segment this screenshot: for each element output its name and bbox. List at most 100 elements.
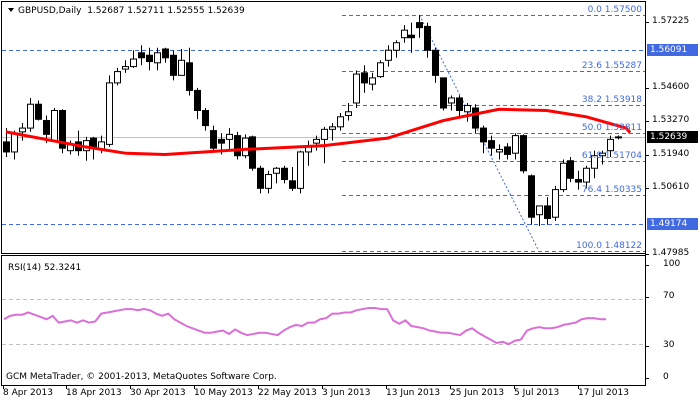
candle [186,47,193,96]
candle [591,150,598,179]
time-tick [386,385,387,389]
candle [162,47,169,63]
candle [75,130,82,156]
candle [385,45,392,67]
candle [19,123,26,141]
candle [154,47,161,71]
candle [51,107,58,142]
fib-level-label: 100.0 1.48122 [576,240,642,251]
price-tick-label: 1.50610 [652,182,690,192]
level-price-tag: 1.56091 [647,44,698,56]
candle [170,50,177,81]
low-price: 1.52555 [167,6,205,16]
level-price-tag: 1.49174 [647,218,698,230]
candle [528,174,535,225]
candle [210,125,217,151]
candle [480,125,487,154]
candle [257,165,264,194]
rsi-tick [645,265,649,266]
candle [424,22,431,58]
fib-level-label: 50.0 1.52811 [581,122,642,133]
symbol-label: GBPUSD,Daily [18,6,82,16]
candle [345,102,352,121]
chart-title: GBPUSD,Daily 1.52687 1.52711 1.52555 1.5… [8,6,245,16]
candle [178,48,185,76]
moving-average-line [5,107,632,156]
rsi-tick-label: 70 [663,291,675,301]
candle [504,143,511,160]
candle [361,65,368,93]
candle [440,77,447,111]
time-tick [3,385,4,389]
rsi-line [3,306,606,346]
price-tick [645,88,649,89]
candle [249,135,256,171]
rsi-line-chart [2,299,645,346]
fib-level-label: 0.0 1.57500 [587,4,642,15]
time-tick-label: 10 May 2013 [194,388,253,398]
candle [289,167,296,191]
candle [464,102,471,122]
time-tick [130,385,131,389]
candle [353,70,360,108]
candle [329,123,336,141]
rsi-tick [645,378,649,379]
time-tick [578,385,579,389]
candle [122,60,129,73]
candle [234,131,241,160]
candle [194,87,201,120]
candle [313,135,320,151]
current-price-tag: 1.52639 [647,131,698,143]
time-tick-label: 22 May 2013 [258,388,317,398]
candle [448,95,455,111]
rsi-tick-label: 100 [663,259,681,269]
candle [416,15,423,38]
candle [242,134,249,159]
candle [305,140,312,166]
rsi-tick [645,297,649,298]
candlestick-chart [2,14,645,252]
candle [583,165,590,189]
price-tick-label: 1.47985 [652,248,690,258]
time-tick-label: 13 Jun 2013 [386,388,441,398]
candle [401,25,408,43]
high-price: 1.52711 [127,6,165,16]
collapse-triangle-icon[interactable] [8,8,14,12]
candle [560,159,567,193]
candle [393,40,400,58]
candle [496,144,503,160]
time-tick [258,385,259,389]
copyright-text: GCM MetaTrader, © 2001-2013, MetaQuotes … [6,372,277,382]
rsi-tick-label: 30 [663,340,675,350]
candle [456,95,463,119]
time-tick-label: 5 Jul 2013 [514,388,560,398]
candle [520,134,527,174]
price-tick [645,121,649,122]
time-tick-label: 30 Apr 2013 [130,388,186,398]
candle [488,135,495,156]
price-tick [645,155,649,156]
candle [202,107,209,131]
time-tick [450,385,451,389]
fib-level-label: 61.8 1.51704 [581,150,642,161]
rsi-tick [645,346,649,347]
candle [27,97,34,132]
candle [114,67,121,86]
candle [552,185,559,221]
price-tick-label: 1.51940 [652,149,690,159]
price-chart-pane[interactable]: GBPUSD,Daily 1.52687 1.52711 1.52555 1.5… [1,1,646,254]
candle [432,47,439,83]
time-tick-label: 18 Apr 2013 [66,388,122,398]
candle [138,45,145,66]
rsi-indicator-pane[interactable]: RSI(14) 52.3241 [1,255,646,386]
candle [146,47,153,71]
open-price: 1.52687 [87,6,125,16]
price-tick [645,188,649,189]
time-tick-label: 3 Jun 2013 [322,388,371,398]
price-tick-label: 1.54600 [652,82,690,92]
candle [226,128,233,151]
candle [408,22,415,53]
time-tick [514,385,515,389]
fib-level-label: 38.2 1.53918 [581,94,642,105]
